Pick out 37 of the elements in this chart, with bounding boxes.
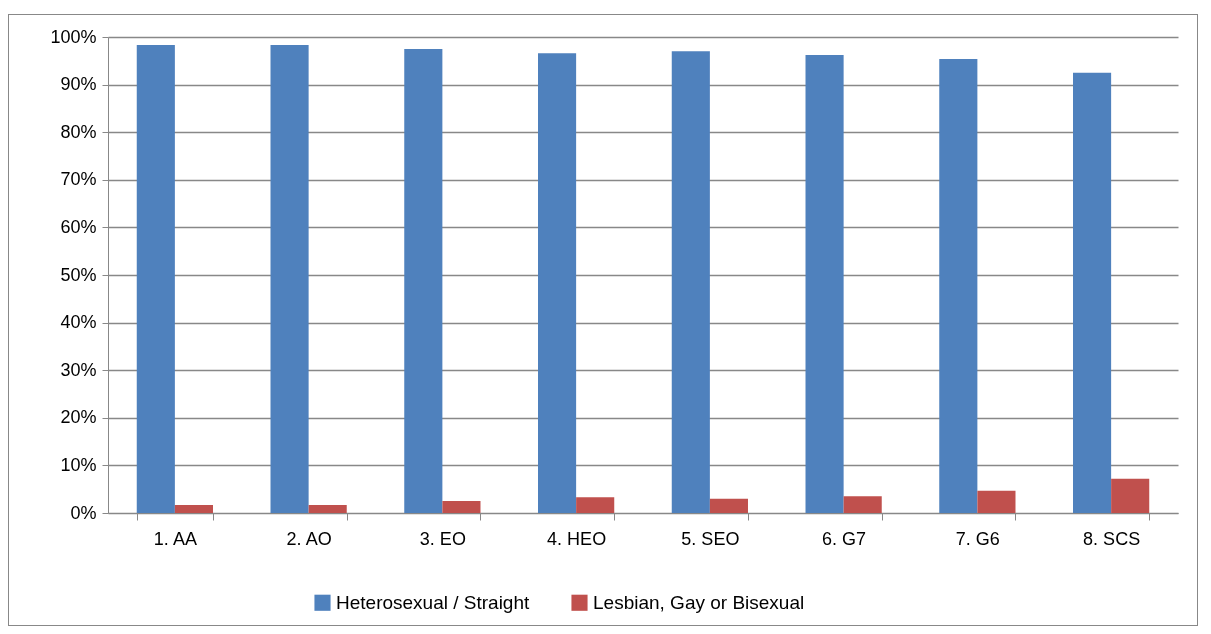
bar xyxy=(442,501,481,513)
bar xyxy=(1111,478,1150,513)
x-tick-label: 1. AA xyxy=(153,528,197,549)
x-tick-label: 7. G6 xyxy=(955,528,1000,549)
y-tick-label: 100% xyxy=(50,26,97,47)
bar xyxy=(174,504,213,513)
bar xyxy=(308,504,347,513)
y-tick-label: 30% xyxy=(60,359,97,380)
bar xyxy=(1073,72,1112,513)
bar xyxy=(843,496,882,513)
bar xyxy=(671,51,710,513)
x-tick-label: 6. G7 xyxy=(822,528,867,549)
y-tick-label: 80% xyxy=(60,121,97,142)
x-tick-label: 5. SEO xyxy=(681,528,740,549)
y-tick-label: 90% xyxy=(60,74,97,95)
legend-label: Lesbian, Gay or Bisexual xyxy=(593,591,805,613)
bar xyxy=(538,53,577,513)
x-tick-label: 8. SCS xyxy=(1083,528,1141,549)
bar xyxy=(709,498,748,513)
y-tick-label: 10% xyxy=(60,454,97,475)
bar xyxy=(404,48,443,513)
y-tick-label: 70% xyxy=(60,169,97,190)
bar xyxy=(939,58,978,513)
bar xyxy=(977,490,1016,513)
y-tick-label: 50% xyxy=(60,264,97,285)
bar xyxy=(136,45,175,513)
bar xyxy=(270,45,309,513)
legend-label: Heterosexual / Straight xyxy=(336,591,530,613)
bar xyxy=(805,55,844,513)
y-tick-label: 20% xyxy=(60,407,97,428)
x-tick-label: 2. AO xyxy=(286,528,332,549)
x-tick-label: 3. EO xyxy=(419,528,466,549)
y-tick-label: 40% xyxy=(60,312,97,333)
x-tick-label: 4. HEO xyxy=(547,528,607,549)
bar xyxy=(576,497,615,513)
y-tick-label: 0% xyxy=(70,502,97,523)
y-tick-label: 60% xyxy=(60,216,97,237)
